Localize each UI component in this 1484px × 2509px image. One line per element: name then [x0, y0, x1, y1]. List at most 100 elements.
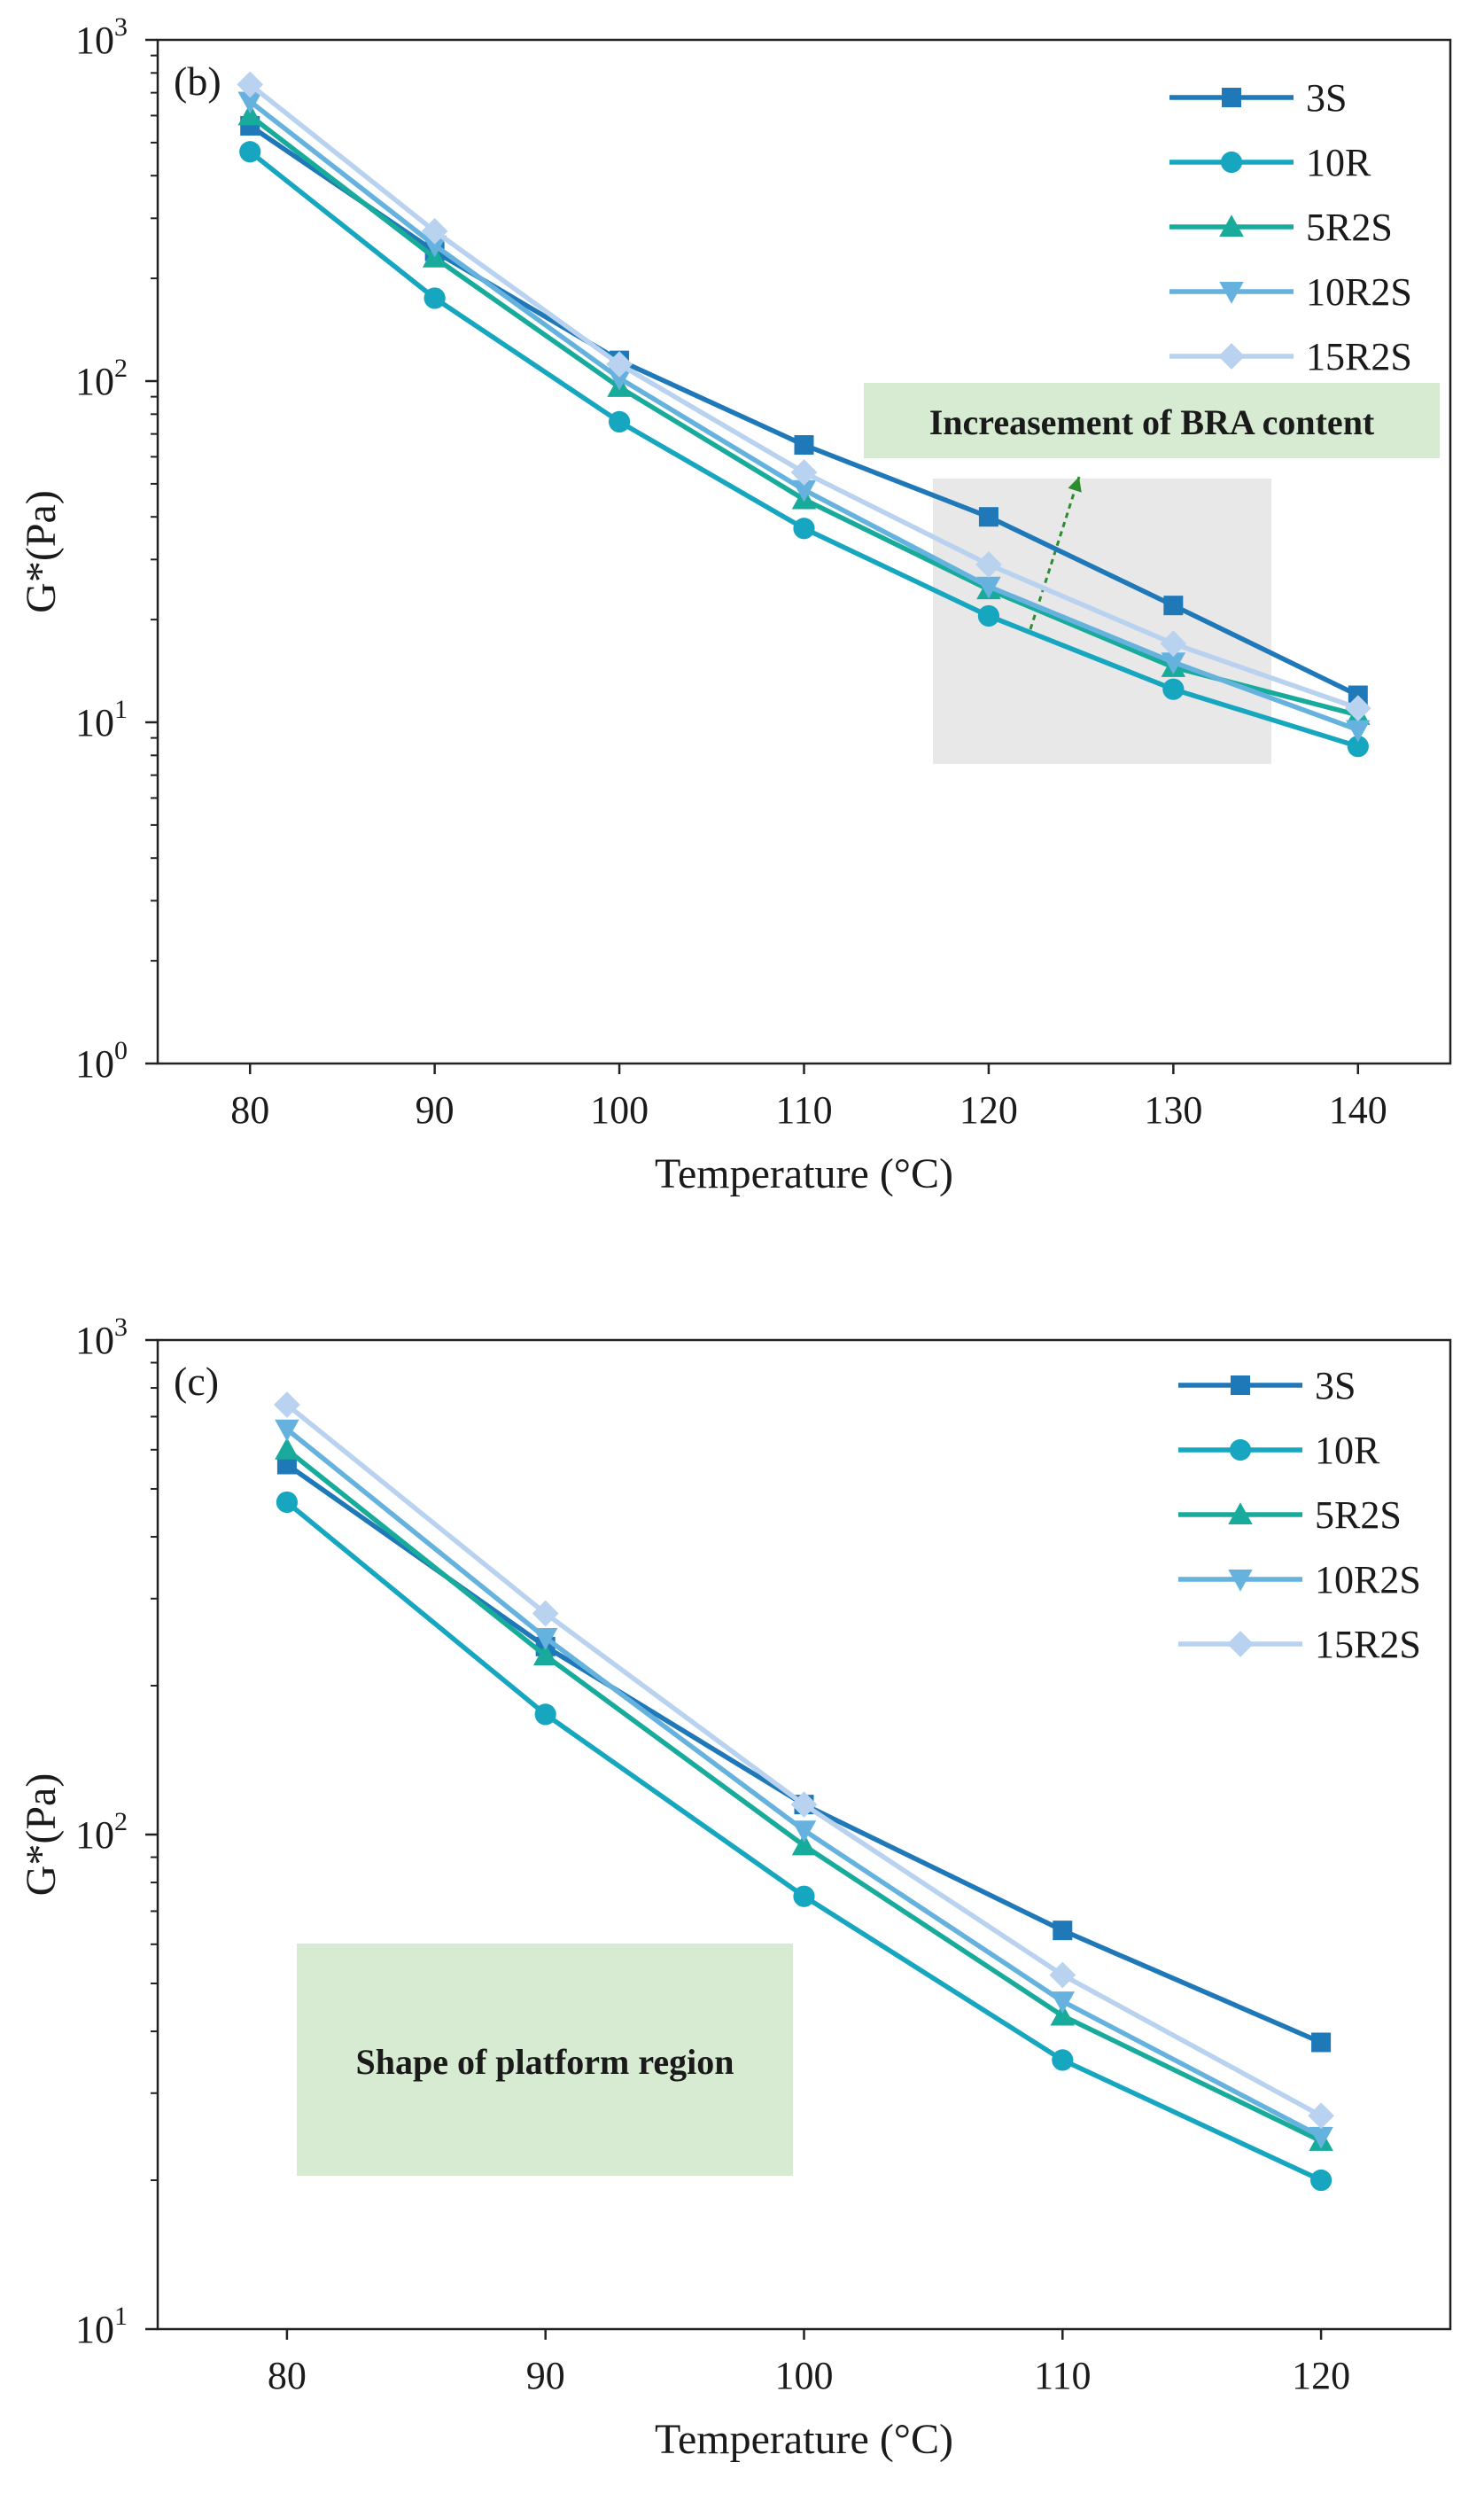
chart-panel-1: 80 90 100 110 120 130 140 100 101 102 103 Temperatu…: [18, 12, 1452, 1197]
annotation-text: Shape of platform region: [355, 2042, 734, 2082]
annotation-box: [297, 1944, 793, 2176]
legend-marker-3S: [1222, 88, 1241, 107]
data-point-3S: [978, 507, 998, 527]
data-point-10R2S: [1161, 652, 1186, 674]
chart-panel-2: 80 90 100 110 120 101 102 103 Temperature (°C) G*…: [18, 1313, 1452, 2463]
data-point-10R: [1052, 2049, 1074, 2071]
data-point-10R: [793, 1885, 815, 1907]
legend-marker-15R2S: [1218, 343, 1245, 370]
legend-label-10R2S: 10R2S: [1315, 1558, 1421, 1601]
data-point-15R2S: [975, 551, 1002, 578]
series-10R2S: [275, 1419, 1333, 2149]
series-10R2S: [237, 91, 1371, 743]
x-tick-label: 100: [775, 2354, 834, 2397]
x-tick-label: 100: [590, 1088, 649, 1132]
data-point-3S: [1053, 1921, 1073, 1941]
series-10R: [276, 1491, 1332, 2192]
y-tick-label: 102: [75, 1807, 128, 1857]
legend-label-10R2S: 10R2S: [1306, 270, 1412, 314]
data-point-15R2S: [790, 1791, 818, 1818]
y-axis-label: G*(Pa): [18, 490, 65, 613]
data-point-10R: [1347, 736, 1369, 758]
data-point-3S: [794, 435, 814, 456]
data-point-10R2S: [1050, 1991, 1076, 2014]
annotation-box: [864, 383, 1440, 458]
data-point-10R: [239, 141, 261, 163]
data-point-15R2S: [421, 218, 448, 245]
legend-label-15R2S: 15R2S: [1315, 1623, 1421, 1666]
x-tick-label: 90: [416, 1088, 455, 1132]
annotation-text: Increasement of BRA content: [929, 402, 1375, 442]
legend-marker-10R2S: [1228, 1570, 1253, 1592]
legend-marker-10R: [1220, 151, 1243, 174]
data-point-10R2S: [532, 1627, 558, 1650]
data-point-3S: [1163, 596, 1184, 616]
y-tick-label: 101: [75, 695, 128, 744]
legend-label-3S: 3S: [1306, 76, 1347, 120]
data-point-10R: [423, 287, 446, 309]
y-axis-label: G*(Pa): [18, 1773, 65, 1897]
legend-marker-10R2S: [1219, 282, 1244, 304]
data-point-10R2S: [976, 576, 1001, 599]
data-point-5R2S: [791, 1833, 817, 1856]
data-point-10R2S: [791, 479, 817, 503]
panel-label: (c): [174, 1359, 219, 1404]
data-point-10R: [1310, 2169, 1332, 2192]
legend-label-15R2S: 15R2S: [1306, 335, 1412, 378]
legend-marker-5R2S: [1219, 214, 1244, 237]
x-tick-label: 120: [1292, 2354, 1350, 2397]
y-tick-label: 101: [75, 2302, 128, 2351]
legend-label-5R2S: 5R2S: [1315, 1493, 1402, 1537]
data-point-15R2S: [274, 1391, 300, 1418]
data-point-15R2S: [1049, 1961, 1076, 1989]
x-tick-label: 140: [1329, 1088, 1387, 1132]
legend-label-10R: 10R: [1306, 141, 1371, 184]
legend-marker-15R2S: [1227, 1631, 1254, 1657]
x-tick-label: 80: [268, 2354, 307, 2397]
y-tick-label: 102: [75, 354, 128, 403]
data-point-10R: [1162, 678, 1185, 700]
legend: 3S 10R 5R2S 10R2S 15R2S: [1178, 1364, 1421, 1666]
data-point-3S: [276, 1454, 297, 1475]
y-tick-label: 103: [75, 12, 128, 62]
data-point-10R: [534, 1703, 556, 1726]
data-point-10R: [608, 410, 631, 432]
data-point-15R2S: [1344, 695, 1371, 721]
series-10R: [239, 141, 1369, 758]
x-axis-label: Temperature (°C): [655, 1150, 953, 1197]
data-point-5R2S: [1050, 2003, 1076, 2026]
data-point-10R: [793, 518, 815, 540]
data-point-10R2S: [607, 368, 632, 391]
series-15R2S: [237, 71, 1371, 721]
x-tick-label: 90: [526, 2354, 565, 2397]
data-point-5R2S: [532, 1643, 558, 1666]
legend-marker-5R2S: [1228, 1502, 1253, 1524]
legend-label-10R: 10R: [1315, 1429, 1380, 1472]
data-point-10R2S: [237, 91, 262, 114]
x-tick-label: 110: [1034, 2354, 1091, 2397]
legend-marker-10R: [1229, 1438, 1252, 1461]
legend-label-5R2S: 5R2S: [1306, 206, 1393, 249]
data-point-5R2S: [275, 1438, 299, 1460]
x-tick-label: 130: [1144, 1088, 1202, 1132]
trend-arrow-line: [1029, 476, 1081, 630]
data-point-15R2S: [606, 351, 633, 378]
data-point-15R2S: [1308, 2102, 1334, 2130]
data-point-15R2S: [237, 71, 264, 98]
data-point-15R2S: [532, 1600, 559, 1627]
series-15R2S: [274, 1391, 1334, 2130]
x-tick-label: 110: [775, 1088, 832, 1132]
data-point-10R2S: [275, 1419, 299, 1442]
legend-label-3S: 3S: [1315, 1364, 1356, 1407]
legend-marker-3S: [1231, 1375, 1250, 1395]
data-point-10R2S: [1346, 720, 1371, 743]
data-point-10R2S: [791, 1820, 817, 1843]
x-tick-label: 80: [230, 1088, 269, 1132]
y-tick-label: 100: [75, 1036, 128, 1086]
data-point-10R: [276, 1491, 298, 1514]
data-point-5R2S: [237, 103, 262, 126]
legend: 3S 10R 5R2S 10R2S 15R2S: [1169, 76, 1412, 378]
data-point-15R2S: [790, 459, 818, 486]
trend-arrow-head: [1068, 477, 1082, 493]
